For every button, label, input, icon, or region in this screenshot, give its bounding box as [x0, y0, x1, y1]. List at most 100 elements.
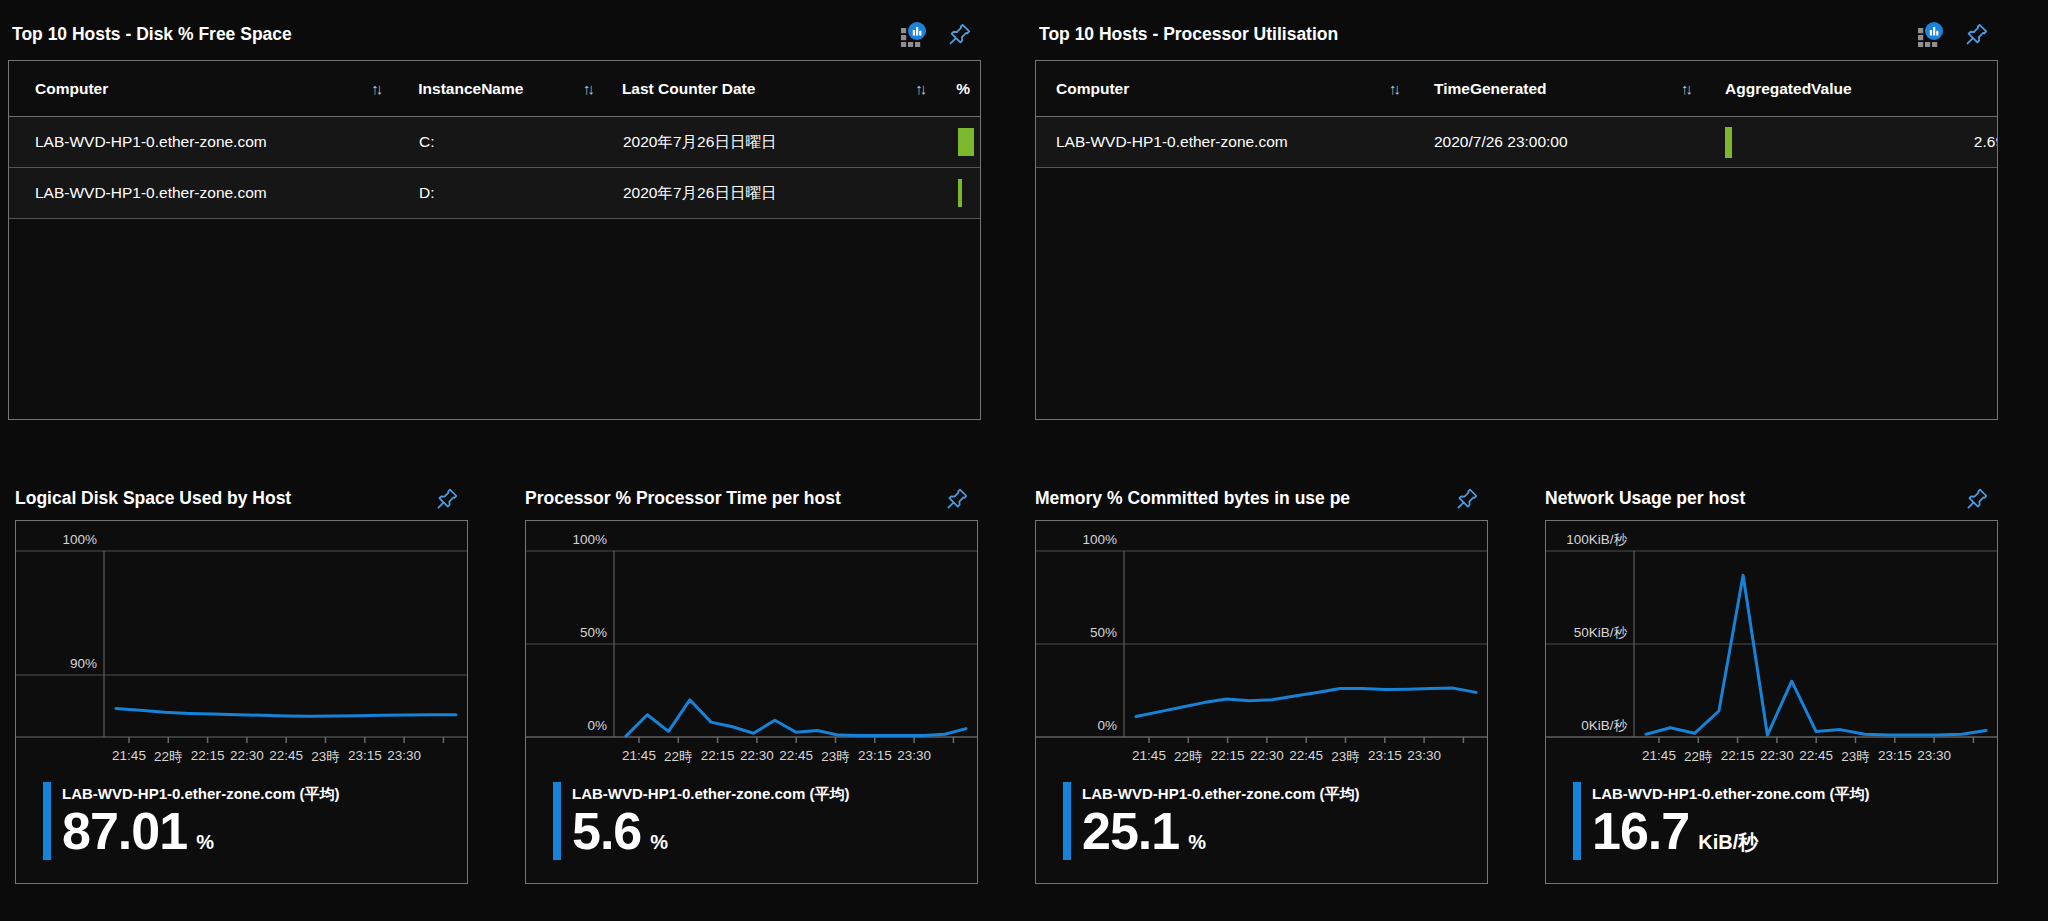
sort-icon[interactable]: ↑↓: [371, 80, 380, 97]
chart-legend: LAB-WVD-HP1-0.ether-zone.com (平均) 16.7 K…: [1573, 782, 1997, 860]
column-header-computer[interactable]: Computer ↑↓: [1036, 61, 1408, 116]
logs-query-icon[interactable]: [1918, 21, 1944, 47]
x-axis-tick-label: 22:45: [779, 748, 813, 763]
x-axis-tick-label: 22:30: [740, 748, 774, 763]
svg-text:100KiB/秒: 100KiB/秒: [1566, 532, 1627, 547]
tile-disk-free-space: Top 10 Hosts - Disk % Free Space: [8, 10, 981, 420]
tile-network-usage: Network Usage per host 100KiB/秒 50KiB/秒 0K…: [1545, 478, 1998, 884]
column-header-computer[interactable]: Computer ↑↓: [9, 61, 390, 116]
x-axis-tick-label: 23時: [1331, 748, 1360, 766]
x-axis-tick-label: 22時: [1174, 748, 1203, 766]
pin-icon[interactable]: [945, 486, 970, 511]
legend-color-bar: [43, 782, 51, 860]
legend-average-value: 87.01: [62, 805, 187, 858]
x-axis-labels: 21:4522時22:1522:3022:4523時23:1523:30: [526, 745, 977, 769]
pin-icon[interactable]: [1455, 486, 1480, 511]
pin-icon[interactable]: [1964, 21, 1990, 47]
chart-container: 100%90% 21:4522時22:1522:3022:4523時23:152…: [15, 520, 468, 884]
column-header-aggregatedvalue[interactable]: AggregatedValue: [1700, 61, 1997, 116]
legend-average-value: 25.1: [1082, 805, 1179, 858]
column-header-last-counter-date[interactable]: Last Counter Date ↑↓: [602, 61, 934, 116]
svg-text:100%: 100%: [572, 532, 607, 547]
sort-icon[interactable]: ↑↓: [1389, 80, 1398, 97]
sort-icon[interactable]: ↑↓: [915, 80, 924, 97]
tile-processor-utilisation: Top 10 Hosts - Processor Utilisation: [1035, 10, 1998, 420]
disk-table-header-row: Computer ↑↓ InstanceName ↑↓ Last Counter…: [9, 61, 980, 117]
legend-color-bar: [1063, 782, 1071, 860]
x-axis-tick-label: 22:30: [230, 748, 264, 763]
table-row[interactable]: LAB-WVD-HP1-0.ether-zone.com 2020/7/26 2…: [1036, 117, 1997, 168]
x-axis-tick-label: 22:15: [191, 748, 225, 763]
x-axis-tick-label: 23時: [1841, 748, 1870, 766]
x-axis-tick-label: 23:15: [1368, 748, 1402, 763]
computer-cell: LAB-WVD-HP1-0.ether-zone.com: [9, 168, 391, 218]
x-axis-tick-label: 22:30: [1250, 748, 1284, 763]
legend-unit: KiB/秒: [1698, 829, 1758, 856]
x-axis-tick-label: 23時: [821, 748, 850, 766]
x-axis-labels: 21:4522時22:1522:3022:4523時23:1523:30: [1546, 745, 1997, 769]
legend-unit: %: [1188, 831, 1206, 854]
sort-icon[interactable]: ↑↓: [1681, 80, 1690, 97]
column-label: Computer: [1056, 80, 1129, 98]
tile-header: Top 10 Hosts - Disk % Free Space: [8, 10, 981, 60]
x-axis-tick-label: 22時: [1684, 748, 1713, 766]
x-axis-tick-label: 22:45: [1289, 748, 1323, 763]
svg-text:0KiB/秒: 0KiB/秒: [1581, 718, 1627, 733]
date-cell: 2020年7月26日日曜日: [603, 168, 936, 218]
x-axis-tick-label: 21:45: [112, 748, 146, 763]
value-bar: [958, 179, 962, 207]
percent-cell: [936, 117, 980, 167]
tile-memory-committed: Memory % Committed bytes in use pe 100%5…: [1035, 478, 1488, 884]
aggregated-value: 2.69: [1974, 133, 1998, 151]
pin-icon[interactable]: [435, 486, 460, 511]
tile-processor-time: Processor % Processor Time per host 100%…: [525, 478, 978, 884]
x-axis-tick-label: 23:30: [1917, 748, 1951, 763]
pin-icon[interactable]: [947, 21, 973, 47]
chart-legend: LAB-WVD-HP1-0.ether-zone.com (平均) 87.01 …: [43, 782, 467, 860]
computer-cell: LAB-WVD-HP1-0.ether-zone.com: [9, 117, 391, 167]
x-axis-tick-label: 22:15: [1721, 748, 1755, 763]
x-axis-tick-label: 23時: [311, 748, 340, 766]
x-axis-tick-label: 23:30: [1407, 748, 1441, 763]
x-axis-tick-label: 22:15: [701, 748, 735, 763]
legend-color-bar: [553, 782, 561, 860]
pin-icon[interactable]: [1965, 486, 1990, 511]
column-header-timegenerated[interactable]: TimeGenerated ↑↓: [1408, 61, 1700, 116]
svg-text:0%: 0%: [587, 718, 607, 733]
sort-icon[interactable]: ↑↓: [583, 80, 592, 97]
chart-legend: LAB-WVD-HP1-0.ether-zone.com (平均) 25.1 %: [1063, 782, 1487, 860]
value-bar: [1725, 127, 1732, 158]
time-cell: 2020/7/26 23:00:00: [1408, 117, 1700, 167]
x-axis-tick-label: 23:30: [897, 748, 931, 763]
legend-average-value: 5.6: [572, 805, 641, 858]
tile-title: Top 10 Hosts - Processor Utilisation: [1039, 24, 1338, 45]
line-chart-plot: 100KiB/秒 50KiB/秒 0KiB/秒: [1546, 521, 1997, 745]
tile-title: Network Usage per host: [1545, 488, 1945, 509]
x-axis-labels: 21:4522時22:1522:3022:4523時23:1523:30: [16, 745, 467, 769]
x-axis-tick-label: 22時: [154, 748, 183, 766]
svg-text:90%: 90%: [70, 656, 97, 671]
chart-container: 100%50%0% 21:4522時22:1522:3022:4523時23:1…: [1035, 520, 1488, 884]
line-chart-plot: 100%50%0%: [1036, 521, 1487, 745]
column-header-percent[interactable]: %: [934, 61, 980, 116]
cpu-table-header-row: Computer ↑↓ TimeGenerated ↑↓ AggregatedV…: [1036, 61, 1997, 117]
tile-logical-disk-space: Logical Disk Space Used by Host 100%90% …: [15, 478, 468, 884]
table-row[interactable]: LAB-WVD-HP1-0.ether-zone.com C: 2020年7月2…: [9, 117, 980, 168]
disk-table: Computer ↑↓ InstanceName ↑↓ Last Counter…: [8, 60, 981, 420]
legend-average-value: 16.7: [1592, 805, 1689, 858]
date-cell: 2020年7月26日日曜日: [603, 117, 936, 167]
x-axis-tick-label: 22:45: [1799, 748, 1833, 763]
column-label: Computer: [35, 80, 108, 98]
chart-container: 100KiB/秒50KiB/秒0KiB/秒 21:4522時22:1522:30…: [1545, 520, 1998, 884]
x-axis-tick-label: 22:30: [1760, 748, 1794, 763]
column-header-instancename[interactable]: InstanceName ↑↓: [390, 61, 602, 116]
tile-header: Logical Disk Space Used by Host: [15, 478, 468, 520]
logs-query-icon[interactable]: [901, 21, 927, 47]
table-row[interactable]: LAB-WVD-HP1-0.ether-zone.com D: 2020年7月2…: [9, 168, 980, 219]
line-chart-plot: 100%50%0%: [526, 521, 977, 745]
percent-cell: [936, 168, 980, 218]
x-axis-tick-label: 22:45: [269, 748, 303, 763]
x-axis-tick-label: 22時: [664, 748, 693, 766]
svg-text:50KiB/秒: 50KiB/秒: [1574, 625, 1628, 640]
x-axis-tick-label: 23:15: [1878, 748, 1912, 763]
